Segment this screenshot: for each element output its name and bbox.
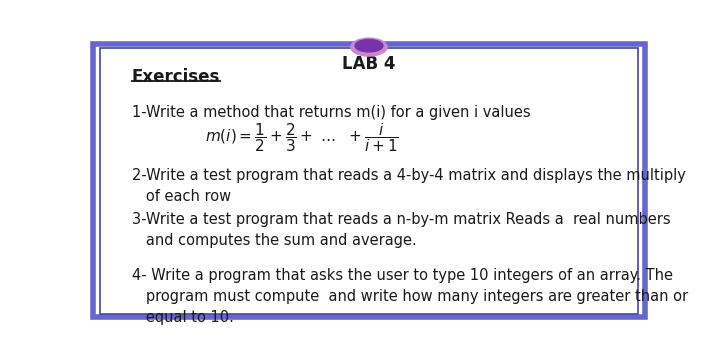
Text: 2-Write a test program that reads a 4-by-4 matrix and displays the multiply
   o: 2-Write a test program that reads a 4-by… xyxy=(132,168,685,204)
Text: Exercises: Exercises xyxy=(132,68,220,86)
Text: 3-Write a test program that reads a n-by-m matrix Reads a  real numbers
   and c: 3-Write a test program that reads a n-by… xyxy=(132,213,670,248)
Text: 1-Write a method that returns m(i) for a given i values: 1-Write a method that returns m(i) for a… xyxy=(132,105,531,120)
Text: LAB 4: LAB 4 xyxy=(342,55,396,73)
Ellipse shape xyxy=(355,39,383,52)
Ellipse shape xyxy=(351,38,387,56)
Text: 4- Write a program that asks the user to type 10 integers of an array. The
   pr: 4- Write a program that asks the user to… xyxy=(132,268,688,325)
Text: $m(i) = \dfrac{1}{2} + \dfrac{2}{3} + \ \ldots \ \ + \dfrac{i}{i + 1}$: $m(i) = \dfrac{1}{2} + \dfrac{2}{3} + \ … xyxy=(205,122,399,154)
